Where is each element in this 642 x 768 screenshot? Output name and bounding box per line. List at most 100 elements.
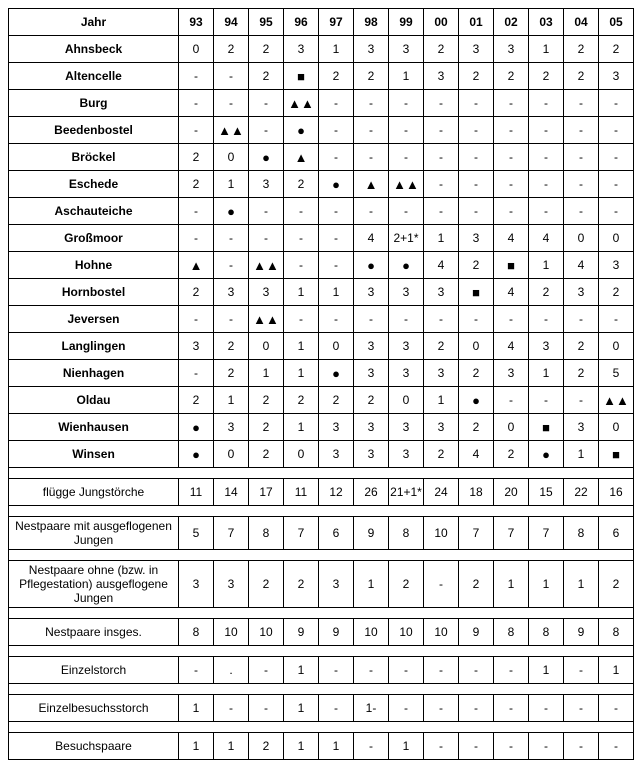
cell: ▲▲: [249, 306, 284, 333]
header-row: Jahr93949596979899000102030405: [9, 9, 634, 36]
summary-cell: 1: [284, 695, 319, 722]
summary-cell: 1: [179, 695, 214, 722]
summary-cell: 16: [599, 479, 634, 506]
cell: 2: [284, 387, 319, 414]
cell: 3: [564, 414, 599, 441]
cell: 1: [389, 63, 424, 90]
data-row: Beedenbostel-▲▲-●---------: [9, 117, 634, 144]
summary-row: Einzelstorch-.-1------1-1: [9, 657, 634, 684]
cell: -: [529, 198, 564, 225]
cell: 2: [249, 36, 284, 63]
cell: 1: [319, 279, 354, 306]
cell: -: [354, 144, 389, 171]
cell: -: [319, 198, 354, 225]
cell: ●: [214, 198, 249, 225]
summary-cell: -: [389, 695, 424, 722]
cell: 2: [529, 63, 564, 90]
cell: 2: [249, 387, 284, 414]
cell: 3: [389, 441, 424, 468]
cell: -: [599, 117, 634, 144]
spacer-row: [9, 550, 634, 561]
summary-cell: -: [424, 733, 459, 760]
cell: -: [179, 306, 214, 333]
cell: -: [494, 306, 529, 333]
summary-cell: 7: [529, 517, 564, 550]
summary-cell: 8: [599, 619, 634, 646]
summary-cell: 10: [424, 619, 459, 646]
cell: -: [459, 306, 494, 333]
summary-cell: 11: [179, 479, 214, 506]
data-row: Ahnsbeck0223133233122: [9, 36, 634, 63]
cell: -: [319, 252, 354, 279]
cell: 2: [214, 360, 249, 387]
cell: 1: [249, 360, 284, 387]
year-col-0: 93: [179, 9, 214, 36]
cell: -: [599, 144, 634, 171]
summary-cell: -: [564, 657, 599, 684]
cell: 2: [564, 360, 599, 387]
cell: 2: [179, 279, 214, 306]
cell: -: [494, 117, 529, 144]
cell: ●: [319, 171, 354, 198]
summary-cell: 1: [529, 657, 564, 684]
cell: 3: [529, 333, 564, 360]
cell: -: [179, 63, 214, 90]
cell: 3: [284, 36, 319, 63]
cell: 1: [564, 441, 599, 468]
summary-cell: 1: [284, 657, 319, 684]
data-row: Nienhagen-211●33323125: [9, 360, 634, 387]
summary-cell: -: [319, 695, 354, 722]
summary-cell: 6: [599, 517, 634, 550]
summary-cell: 3: [319, 561, 354, 608]
summary-cell: 12: [319, 479, 354, 506]
cell: 3: [424, 360, 459, 387]
summary-cell: -: [599, 695, 634, 722]
cell: 2: [529, 279, 564, 306]
cell: -: [599, 306, 634, 333]
cell: -: [354, 306, 389, 333]
cell: 3: [354, 360, 389, 387]
cell: -: [319, 144, 354, 171]
cell: 0: [389, 387, 424, 414]
year-col-3: 96: [284, 9, 319, 36]
year-col-6: 99: [389, 9, 424, 36]
cell: 2: [249, 414, 284, 441]
data-row: Bröckel20●▲---------: [9, 144, 634, 171]
summary-cell: 9: [564, 619, 599, 646]
row-label: Burg: [9, 90, 179, 117]
cell: -: [564, 171, 599, 198]
stork-data-table: Jahr93949596979899000102030405Ahnsbeck02…: [8, 8, 634, 760]
data-row: Winsen●020333242●1■: [9, 441, 634, 468]
row-label: Nienhagen: [9, 360, 179, 387]
year-col-10: 03: [529, 9, 564, 36]
cell: -: [529, 144, 564, 171]
cell: -: [179, 90, 214, 117]
summary-cell: 1-: [354, 695, 389, 722]
summary-cell: 1: [529, 561, 564, 608]
data-row: Oldau21222201●---▲▲: [9, 387, 634, 414]
cell: -: [179, 198, 214, 225]
cell: -: [529, 171, 564, 198]
summary-cell: -: [564, 695, 599, 722]
cell: 0: [564, 225, 599, 252]
row-label: Eschede: [9, 171, 179, 198]
cell: 2: [214, 36, 249, 63]
summary-cell: 24: [424, 479, 459, 506]
row-label: Winsen: [9, 441, 179, 468]
cell: -: [564, 306, 599, 333]
cell: -: [214, 306, 249, 333]
cell: 1: [284, 360, 319, 387]
summary-cell: 17: [249, 479, 284, 506]
cell: -: [424, 90, 459, 117]
cell: ▲▲: [389, 171, 424, 198]
summary-row: Einzelbesuchsstorch1--1-1--------: [9, 695, 634, 722]
cell: 4: [564, 252, 599, 279]
cell: -: [529, 306, 564, 333]
summary-cell: 15: [529, 479, 564, 506]
cell: ■: [284, 63, 319, 90]
cell: 3: [179, 333, 214, 360]
summary-cell: 8: [529, 619, 564, 646]
cell: -: [179, 117, 214, 144]
cell: 3: [249, 279, 284, 306]
cell: -: [529, 387, 564, 414]
